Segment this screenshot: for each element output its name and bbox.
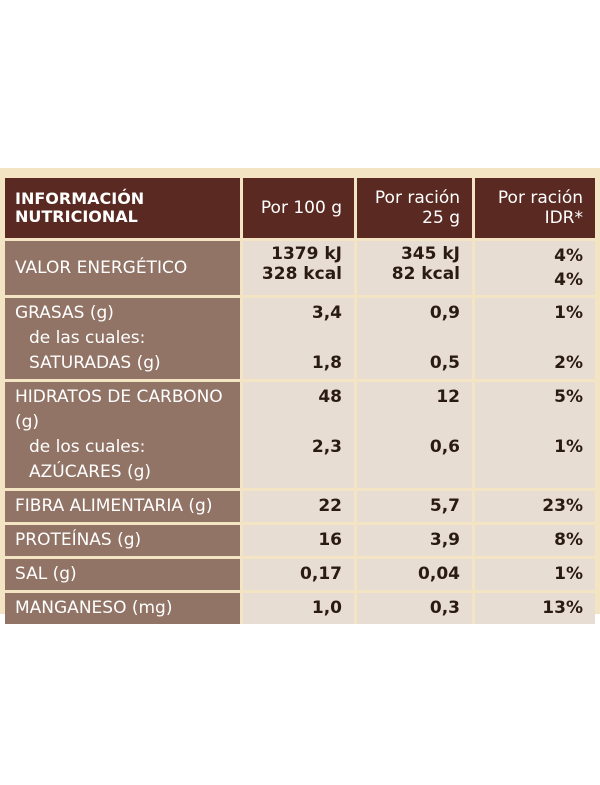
cell-idr: 1% (475, 559, 595, 590)
cell-per-100g: 16 (243, 525, 357, 556)
cell-per-100g: 3,4 1,8 (243, 298, 357, 379)
cell-per-100g: 1,0 (243, 593, 357, 624)
cell-per-100g: 48 2,3 (243, 382, 357, 488)
row-label: SAL (g) (5, 559, 243, 590)
cell-idr: 1% 2% (475, 298, 595, 379)
cell-per-serving: 0,3 (357, 593, 475, 624)
row-valor-energetico: VALOR ENERGÉTICO 1379 kJ 328 kcal 345 kJ… (5, 241, 595, 295)
row-label: MANGANESO (mg) (5, 593, 243, 624)
header-per-serving: Por ración 25 g (357, 178, 475, 238)
cell-per-serving: 12 0,6 (357, 382, 475, 488)
row-sal: SAL (g) 0,17 0,04 1% (5, 559, 595, 590)
cell-idr: 4% 4% (475, 241, 595, 295)
row-label: VALOR ENERGÉTICO (5, 241, 243, 295)
header-row: INFORMACIÓN NUTRICIONAL Por 100 g Por ra… (5, 178, 595, 238)
row-hidratos: HIDRATOS DE CARBONO (g) de los cuales: A… (5, 382, 595, 488)
row-label: FIBRA ALIMENTARIA (g) (5, 491, 243, 522)
cell-per-100g: 0,17 (243, 559, 357, 590)
cell-per-100g: 22 (243, 491, 357, 522)
row-manganeso: MANGANESO (mg) 1,0 0,3 13% (5, 593, 595, 624)
cell-idr: 5% 1% (475, 382, 595, 488)
cell-per-serving: 0,9 0,5 (357, 298, 475, 379)
row-label: PROTEÍNAS (g) (5, 525, 243, 556)
row-label: HIDRATOS DE CARBONO (g) de los cuales: A… (5, 382, 243, 488)
row-proteinas: PROTEÍNAS (g) 16 3,9 8% (5, 525, 595, 556)
cell-per-serving: 5,7 (357, 491, 475, 522)
cell-per-serving: 3,9 (357, 525, 475, 556)
cell-per-100g: 1379 kJ 328 kcal (243, 241, 357, 295)
row-fibra: FIBRA ALIMENTARIA (g) 22 5,7 23% (5, 491, 595, 522)
nutrition-table: INFORMACIÓN NUTRICIONAL Por 100 g Por ra… (5, 175, 595, 627)
row-grasas: GRASAS (g) de las cuales: SATURADAS (g) … (5, 298, 595, 379)
header-label: INFORMACIÓN NUTRICIONAL (5, 178, 243, 238)
cell-idr: 13% (475, 593, 595, 624)
cell-idr: 23% (475, 491, 595, 522)
cell-per-serving: 345 kJ 82 kcal (357, 241, 475, 295)
row-label: GRASAS (g) de las cuales: SATURADAS (g) (5, 298, 243, 379)
cell-per-serving: 0,04 (357, 559, 475, 590)
cell-idr: 8% (475, 525, 595, 556)
header-per-100g: Por 100 g (243, 178, 357, 238)
header-per-serving-idr: Por ración IDR* (475, 178, 595, 238)
